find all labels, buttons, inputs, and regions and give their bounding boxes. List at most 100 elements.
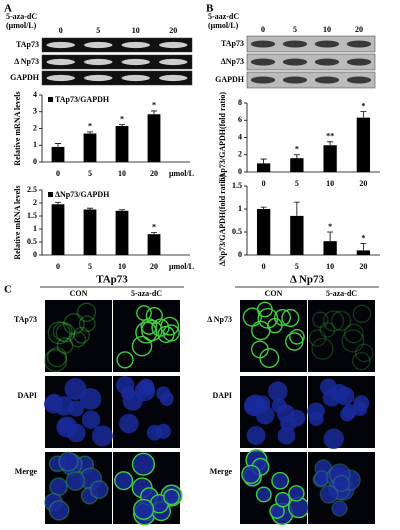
cell [341, 329, 365, 353]
cell [256, 301, 273, 318]
blot-band [159, 41, 188, 49]
cell [331, 500, 348, 517]
cell [275, 491, 291, 508]
error-bar [260, 206, 267, 209]
cell [308, 329, 327, 347]
cell [285, 332, 304, 351]
cell [319, 322, 336, 338]
legend-swatch [48, 97, 53, 102]
cell [246, 426, 266, 446]
micrograph [44, 376, 113, 448]
blot [246, 71, 376, 89]
significance: * [361, 233, 365, 242]
y-tick-label: 6 [238, 115, 242, 124]
treatment-label: 5-aaz-dC [208, 12, 239, 21]
dose-label: 10 [132, 26, 140, 35]
error-bar [260, 158, 267, 164]
error-bar [327, 141, 334, 146]
significance: * [295, 145, 299, 154]
blot-label: TAp73 [16, 40, 39, 49]
cell [145, 307, 163, 325]
panel-label: C [4, 284, 12, 296]
x-tick-label: 20 [359, 262, 367, 271]
blot [41, 37, 193, 53]
cell [322, 310, 345, 332]
cell [133, 498, 155, 521]
row-label: DAPI [17, 391, 37, 400]
column-label: CON [265, 289, 283, 298]
blot-band [250, 58, 276, 66]
cell [268, 381, 288, 402]
x-unit: μmol/L [169, 262, 194, 271]
column-label: 5-aza-dC [326, 289, 357, 298]
cell [312, 311, 329, 329]
blot-band [346, 58, 372, 66]
cell [241, 464, 261, 485]
cell [163, 488, 180, 506]
row-label: DAPI [212, 391, 232, 400]
blot-band [159, 58, 188, 66]
x-tick-label: 10 [326, 262, 334, 271]
significance: * [88, 122, 92, 131]
row-label: Δ Np73 [207, 315, 232, 324]
blot-band [346, 76, 372, 84]
x-tick-label: 5 [295, 262, 299, 271]
blot-band [250, 76, 276, 84]
error-bar [293, 201, 300, 216]
blot-band [159, 74, 188, 82]
dose-label: 20 [169, 26, 177, 35]
micrograph [240, 376, 307, 448]
cell [251, 320, 271, 341]
micrograph [113, 452, 183, 526]
x-tick-label: 0 [56, 262, 60, 271]
bar [83, 133, 97, 162]
x-tick-label: 0 [262, 179, 266, 188]
bar [323, 241, 337, 255]
cell [116, 351, 134, 369]
dose-label: 10 [323, 25, 331, 34]
cell [354, 343, 374, 363]
blot-band [46, 74, 75, 82]
significance: * [152, 101, 156, 110]
x-tick-label: 0 [262, 262, 266, 271]
blot-label: ΔNp73 [221, 57, 244, 66]
micrograph [43, 451, 112, 524]
cell [65, 471, 86, 491]
cell [69, 331, 87, 348]
y-axis-label: Relative mRNA levels [13, 185, 22, 259]
blot-band [314, 40, 340, 48]
blot-band [282, 58, 308, 66]
y-tick-label: 0 [238, 250, 242, 259]
cell [257, 307, 279, 329]
blot-band [121, 74, 150, 82]
cell [352, 304, 372, 324]
cell [343, 323, 364, 344]
micrograph [43, 300, 112, 373]
blot-band [46, 58, 75, 66]
cell [330, 310, 352, 332]
cell [76, 302, 97, 322]
dose-label: 0 [59, 26, 63, 35]
bar [51, 204, 65, 255]
cell [137, 379, 155, 397]
treatment-label: (μmol/L) [6, 21, 37, 30]
dose-label: 5 [293, 25, 297, 34]
cell [81, 410, 101, 430]
blot [41, 54, 193, 70]
bar [115, 125, 129, 162]
bar [51, 146, 65, 162]
cell [319, 485, 339, 504]
error-bar [360, 243, 367, 251]
y-tick-label: 8 [238, 98, 242, 107]
cell [114, 471, 134, 491]
panel-label: A [4, 3, 12, 15]
error-bar [360, 111, 367, 118]
bar [323, 145, 337, 172]
y-tick-label: 1 [33, 140, 37, 149]
blot-band [250, 40, 276, 48]
y-tick-label: 2.5 [27, 185, 37, 194]
cell [352, 351, 371, 371]
cell [91, 425, 113, 447]
